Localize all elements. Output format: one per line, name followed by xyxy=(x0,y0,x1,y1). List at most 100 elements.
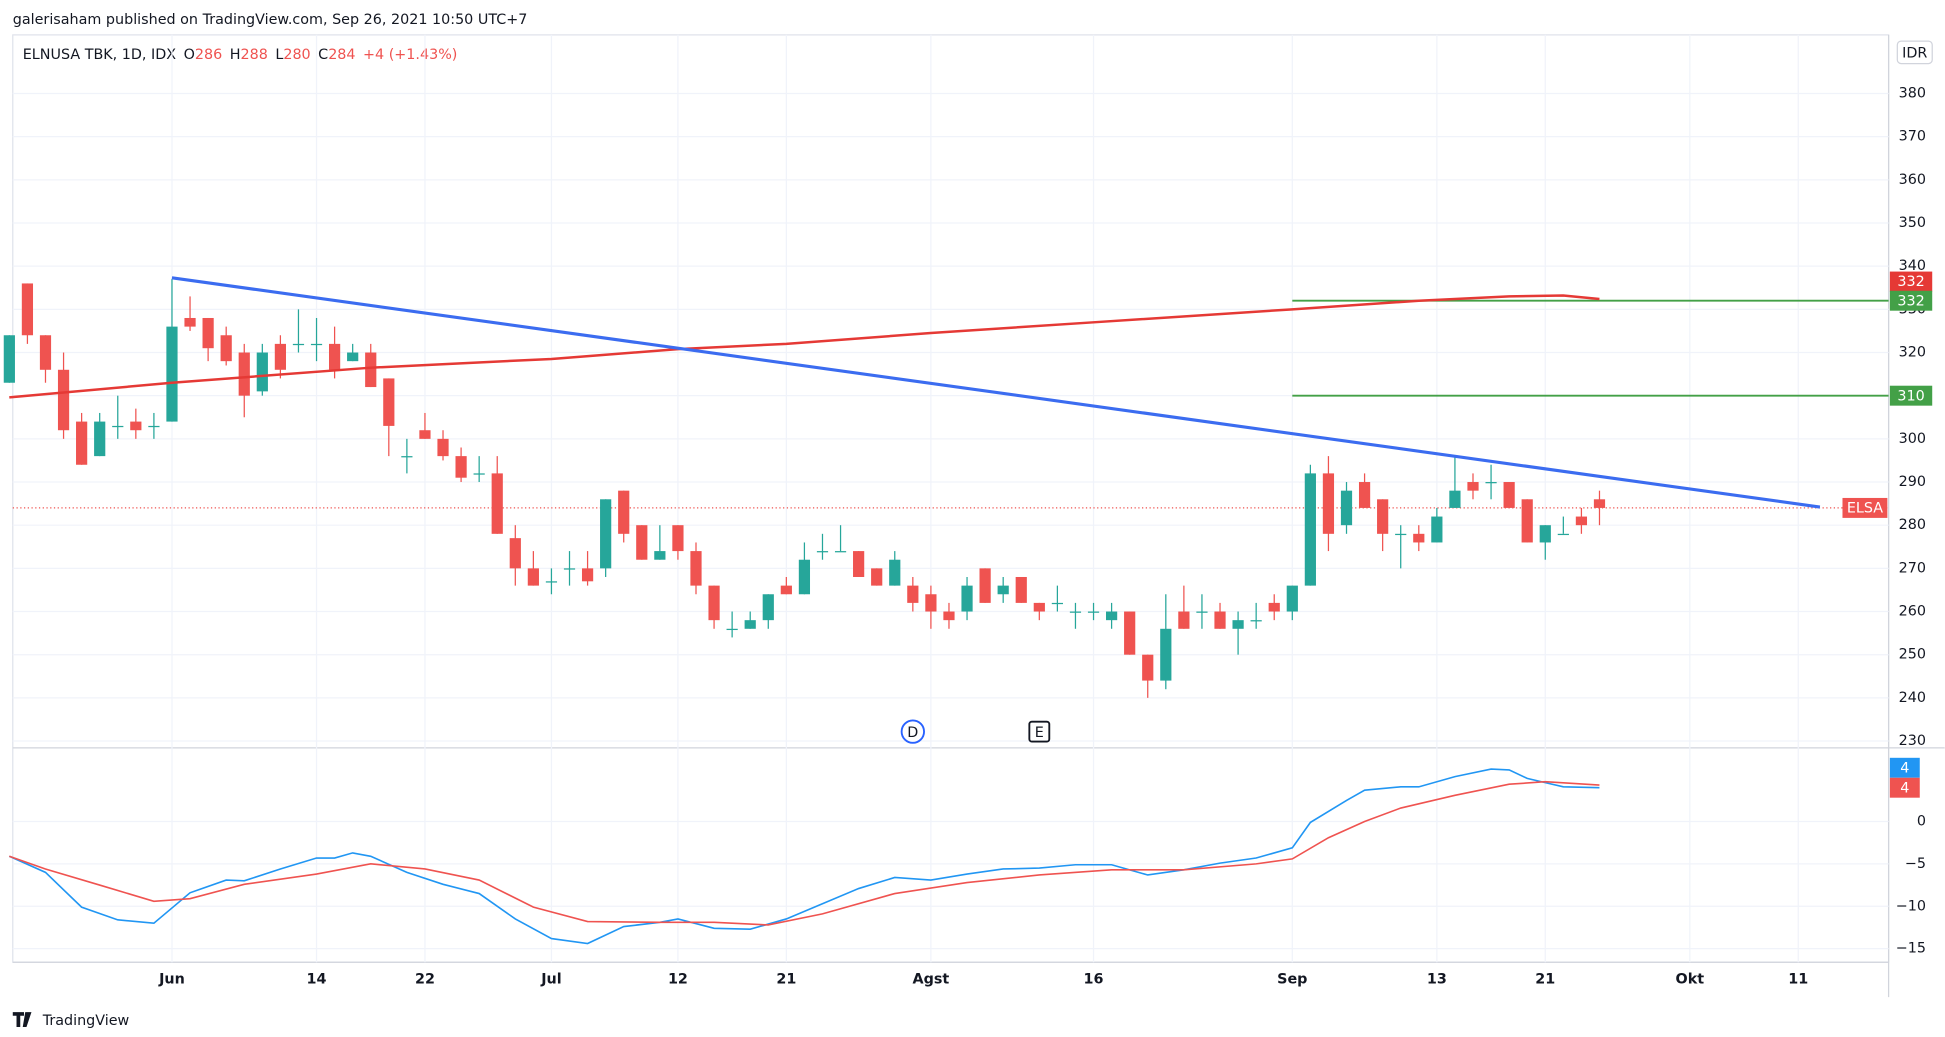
candle-body xyxy=(473,473,485,475)
candle-body xyxy=(1250,620,1262,622)
currency-box[interactable] xyxy=(1896,40,1933,65)
candle-body xyxy=(148,425,160,428)
candle-body xyxy=(1413,533,1425,543)
brand: TradingView xyxy=(42,1013,130,1029)
candle-body xyxy=(1214,611,1226,629)
price-label: 332 xyxy=(1897,293,1924,309)
symbol-legend: ELNUSA TBK, 1D, IDX O286 H288 L280 C284 +4 (+… xyxy=(23,47,458,63)
legend-part: L xyxy=(275,47,283,63)
candle-body xyxy=(672,525,684,552)
event-label: E xyxy=(1035,725,1044,741)
candle-body xyxy=(1395,533,1407,536)
candle-body xyxy=(816,551,829,553)
legend-part: 284 xyxy=(328,47,355,63)
candle-body xyxy=(889,559,901,586)
y-tick-label: −10 xyxy=(1896,898,1926,914)
candle-body xyxy=(762,594,774,621)
candle-body xyxy=(3,335,15,383)
candle-body xyxy=(39,335,52,370)
candle-body xyxy=(1485,482,1497,484)
legend-part: 286 xyxy=(195,47,222,63)
price-label-box xyxy=(1889,290,1933,311)
legend-part: ELNUSA TBK, 1D, IDX xyxy=(23,47,177,63)
price-label: 332 xyxy=(1897,274,1924,290)
candle-body xyxy=(1051,602,1063,605)
candle-body xyxy=(202,317,214,349)
price-label-box xyxy=(1889,757,1920,778)
candle-body xyxy=(310,343,323,346)
y-tick-label: 250 xyxy=(1899,647,1926,663)
candle-body xyxy=(21,283,34,336)
candle-body xyxy=(780,585,792,595)
y-tick-label: −15 xyxy=(1896,941,1926,957)
x-tick-label: 21 xyxy=(776,972,796,988)
candle-body xyxy=(1467,482,1479,491)
x-tick-label: Sep xyxy=(1277,972,1307,988)
candle-body xyxy=(509,538,521,569)
candle-body xyxy=(256,352,268,392)
candle-body xyxy=(347,352,359,362)
candle-body xyxy=(961,585,973,612)
legend-part: 280 xyxy=(283,47,310,63)
candle-body xyxy=(130,421,142,431)
candle-body xyxy=(76,421,88,465)
candle-body xyxy=(690,551,702,586)
candle-body xyxy=(979,568,991,603)
x-tick-label: 11 xyxy=(1788,972,1808,988)
header: ELNUSA TBK, 1D, IDX O286 H288 L280 C284 +4 (+… xyxy=(23,47,458,63)
candle-body xyxy=(618,490,630,534)
legend-part: O xyxy=(184,47,195,63)
x-tick-label: 22 xyxy=(415,972,435,988)
y-tick-label: 230 xyxy=(1899,733,1926,749)
candle-body xyxy=(274,343,286,370)
price-label-box xyxy=(1889,385,1933,406)
brand-logo xyxy=(12,1012,32,1028)
candle-body xyxy=(1232,620,1244,629)
price-label: 4 xyxy=(1900,760,1909,776)
candle-body xyxy=(943,611,955,621)
y-tick-label: 300 xyxy=(1899,431,1926,447)
trendline xyxy=(171,276,1821,509)
candle-body xyxy=(600,499,612,569)
candle-body xyxy=(166,326,178,422)
candle-body xyxy=(563,568,576,570)
candle-body xyxy=(437,438,449,457)
y-tick-label: 280 xyxy=(1899,517,1926,533)
x-tick-label: Jul xyxy=(540,972,561,988)
candle-body xyxy=(834,551,847,553)
candle-body xyxy=(925,594,937,612)
candle-body xyxy=(365,352,377,388)
candle-body xyxy=(1033,602,1045,612)
candle-body xyxy=(1557,533,1569,536)
y-tick-label: −5 xyxy=(1905,856,1926,872)
x-tick-label: 21 xyxy=(1535,972,1555,988)
y-tick-label: 350 xyxy=(1899,215,1926,231)
x-tick-label: 14 xyxy=(307,972,327,988)
candle-body xyxy=(220,335,232,362)
y-tick-label: 0 xyxy=(1917,814,1926,830)
x-tick-label: Agst xyxy=(913,972,950,988)
x-tick-label: Jun xyxy=(158,972,185,988)
candle-body xyxy=(1503,482,1515,508)
y-tick-label: 340 xyxy=(1899,258,1926,274)
candle-body xyxy=(1431,516,1443,543)
macd-line xyxy=(8,768,1600,945)
candle-body xyxy=(853,551,865,577)
candle-body xyxy=(419,430,431,439)
y-tick-label: 320 xyxy=(1899,345,1926,361)
currency: IDR xyxy=(1902,46,1927,62)
candle-body xyxy=(1087,611,1100,613)
legend-part: 288 xyxy=(241,47,268,63)
candle-body xyxy=(1196,611,1208,613)
candle-body xyxy=(545,581,558,583)
y-tick-label: 370 xyxy=(1899,129,1926,145)
y-tick-label: 290 xyxy=(1899,474,1926,490)
candle-body xyxy=(726,628,738,631)
event-marker xyxy=(900,719,925,744)
candle-body xyxy=(94,421,106,457)
x-tick-label: 13 xyxy=(1427,972,1447,988)
candle-body xyxy=(1304,473,1316,586)
y-tick-label: 260 xyxy=(1899,604,1926,620)
candle-body xyxy=(997,585,1009,595)
